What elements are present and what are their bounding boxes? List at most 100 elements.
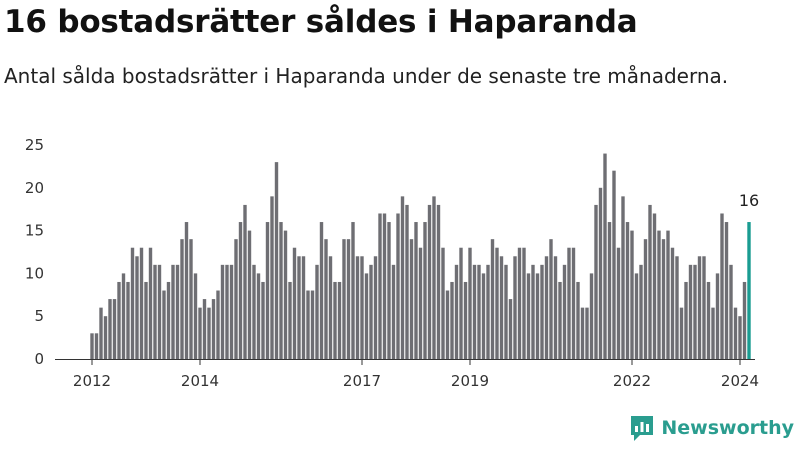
bar xyxy=(216,290,220,359)
bar xyxy=(495,247,499,359)
bar xyxy=(103,316,108,359)
bar xyxy=(351,222,355,359)
bar xyxy=(130,247,135,359)
bar xyxy=(256,273,261,359)
bar xyxy=(427,204,432,359)
bar xyxy=(661,239,666,359)
bar xyxy=(409,239,414,359)
bar xyxy=(702,256,706,359)
bar xyxy=(292,247,297,359)
bar xyxy=(580,307,585,359)
bar xyxy=(558,281,562,359)
bar xyxy=(184,222,189,359)
bar xyxy=(211,299,216,359)
bar xyxy=(729,264,733,359)
bar xyxy=(306,290,310,359)
bar xyxy=(720,213,724,359)
bar xyxy=(540,264,544,359)
bar xyxy=(261,281,265,359)
bar xyxy=(648,204,652,359)
bar xyxy=(148,247,153,359)
bar xyxy=(436,204,441,359)
bar xyxy=(459,247,463,359)
bar xyxy=(207,307,211,359)
bar xyxy=(220,264,225,359)
bar xyxy=(337,281,342,359)
bar xyxy=(688,264,693,359)
bar xyxy=(706,281,711,359)
bar xyxy=(225,264,229,359)
bar xyxy=(589,273,594,359)
bar xyxy=(391,264,396,359)
bar xyxy=(594,204,598,359)
bar xyxy=(742,281,747,359)
bar xyxy=(288,281,292,359)
page-title: 16 bostadsrätter såldes i Haparanda xyxy=(4,4,638,40)
bar xyxy=(238,222,243,359)
bar xyxy=(135,256,139,359)
y-tick-label: 5 xyxy=(34,307,44,325)
bar xyxy=(274,162,279,359)
page-subtitle: Antal sålda bostadsrätter i Haparanda un… xyxy=(4,64,729,88)
bar xyxy=(117,281,121,359)
bar xyxy=(108,299,112,359)
y-tick-label: 0 xyxy=(34,350,44,368)
bar xyxy=(463,281,468,359)
x-tick-label: 2019 xyxy=(451,372,489,390)
bar xyxy=(450,281,454,359)
bar xyxy=(229,264,234,359)
bar xyxy=(432,196,436,359)
bar xyxy=(90,333,94,359)
bar xyxy=(265,222,270,359)
bar xyxy=(504,264,508,359)
bar xyxy=(324,239,328,359)
bar xyxy=(585,307,589,359)
bar xyxy=(643,239,648,359)
bar xyxy=(733,307,738,359)
bars: 16 xyxy=(90,153,759,359)
bar xyxy=(567,247,571,359)
bar xyxy=(252,264,256,359)
bar xyxy=(328,256,333,359)
bar xyxy=(414,222,418,359)
x-tick-label: 2024 xyxy=(721,372,759,390)
x-tick-label: 2022 xyxy=(613,372,651,390)
bar xyxy=(405,204,409,359)
x-tick-label: 2017 xyxy=(343,372,381,390)
bar xyxy=(544,256,549,359)
bar xyxy=(598,187,603,359)
bar xyxy=(441,247,445,359)
bar xyxy=(693,264,697,359)
bar xyxy=(711,307,715,359)
bar xyxy=(162,290,166,359)
y-axis: 0 5 10 15 20 25 xyxy=(25,136,44,368)
bar xyxy=(675,256,679,359)
bar xyxy=(333,281,337,359)
bar xyxy=(153,264,157,359)
bar xyxy=(193,273,198,359)
bar xyxy=(526,273,531,359)
bar xyxy=(396,213,400,359)
bar xyxy=(157,264,162,359)
bar xyxy=(171,264,175,359)
bar xyxy=(472,264,477,359)
bar xyxy=(198,307,202,359)
bar xyxy=(576,281,580,359)
bar xyxy=(612,170,616,359)
bar xyxy=(360,256,364,359)
bar xyxy=(445,290,450,359)
bar xyxy=(202,299,207,359)
bar xyxy=(607,222,612,359)
bar xyxy=(166,281,171,359)
x-tick-label: 2012 xyxy=(73,372,111,390)
y-tick-label: 25 xyxy=(25,136,44,154)
bar xyxy=(342,239,346,359)
brand-logo[interactable]: Newsworthy xyxy=(629,414,794,442)
bar xyxy=(477,264,481,359)
bar xyxy=(738,316,742,359)
y-tick-label: 15 xyxy=(25,222,44,240)
bar xyxy=(283,230,288,359)
bar xyxy=(189,239,193,359)
bar xyxy=(369,264,373,359)
bar xyxy=(517,247,522,359)
